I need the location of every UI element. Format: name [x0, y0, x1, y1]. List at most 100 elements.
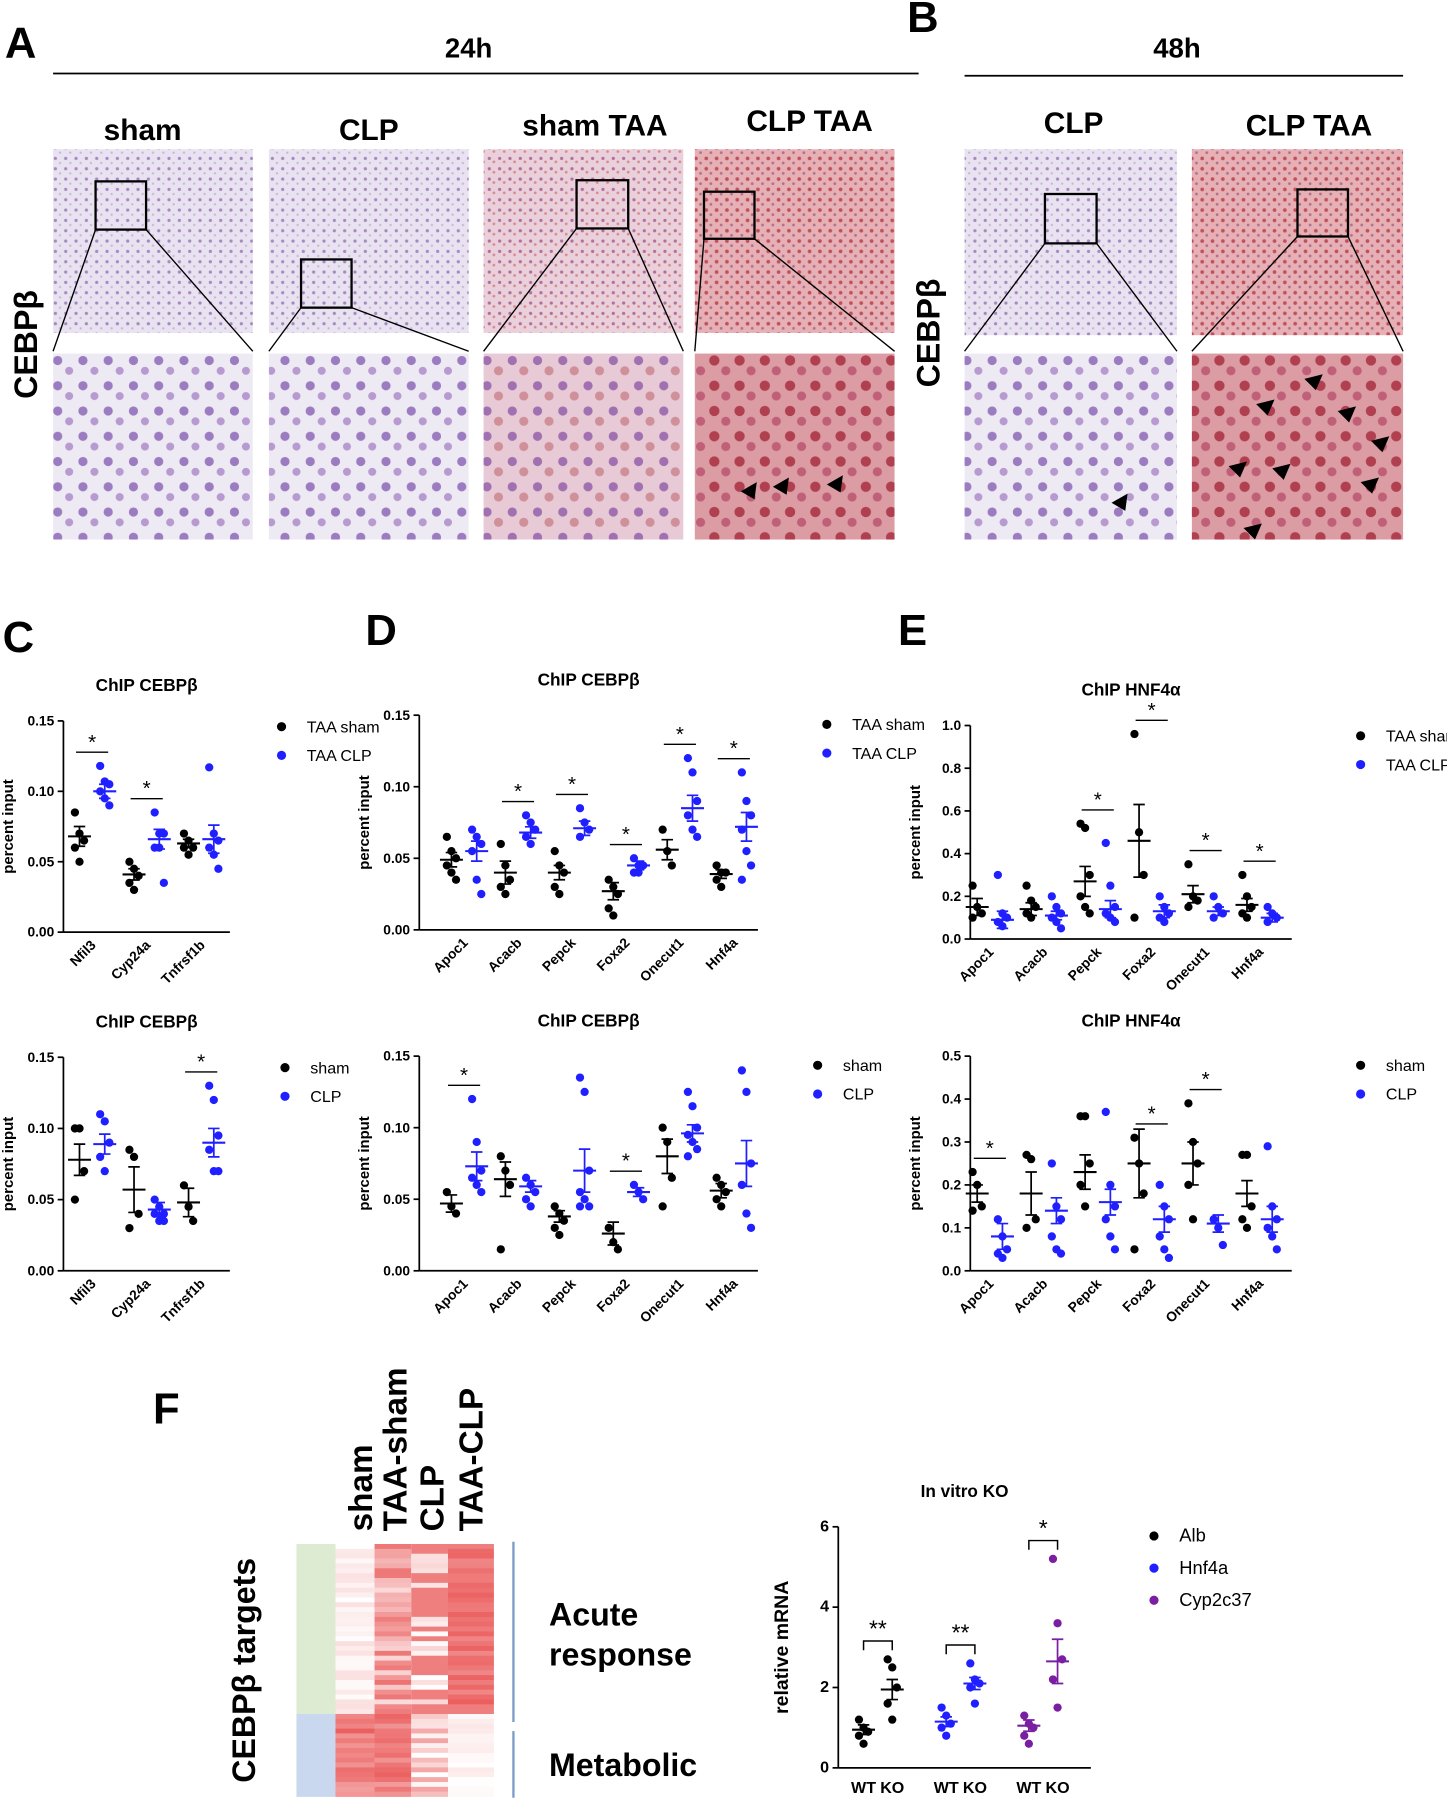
heatmap-cell — [411, 1592, 448, 1598]
panel-label: C — [3, 614, 34, 662]
heatmap-cell — [411, 1733, 448, 1739]
heatmap-cell — [335, 1675, 375, 1681]
heatmap-cell — [411, 1636, 448, 1642]
heatmap-cell — [335, 1655, 375, 1661]
legend-marker — [822, 748, 832, 758]
micrograph — [694, 353, 895, 540]
data-point — [70, 1195, 80, 1204]
error-bar — [445, 1194, 458, 1213]
heatmap-gene-cell — [296, 1582, 336, 1589]
error-bar — [208, 1127, 220, 1158]
heatmap-cell — [335, 1611, 375, 1618]
chart-title: ChIP HNF4α — [1081, 680, 1181, 700]
heatmap-cell — [411, 1762, 448, 1768]
data-point — [477, 1166, 486, 1175]
data-point — [501, 889, 510, 899]
heatmap-cell — [335, 1743, 375, 1749]
legend-marker — [280, 1063, 290, 1073]
heatmap-cell — [411, 1650, 448, 1657]
data-point — [526, 818, 535, 827]
y-tick-label: 0.05 — [383, 1192, 410, 1207]
heatmap-cell — [447, 1689, 494, 1695]
legend-label: Cyp2c37 — [1179, 1589, 1251, 1610]
heatmap-cell — [335, 1592, 375, 1598]
heatmap-cell — [335, 1548, 375, 1555]
chart-title: ChIP CEBPβ — [96, 675, 198, 695]
data-point — [604, 1223, 613, 1232]
heatmap-gene-cell — [296, 1621, 336, 1627]
x-tick-label: Onecut1 — [637, 1276, 687, 1326]
data-point — [609, 911, 618, 920]
y-tick-label: 0.8 — [942, 761, 961, 776]
data-point — [746, 861, 756, 870]
data-point — [550, 882, 559, 892]
data-point — [467, 825, 477, 834]
x-tick-label: Hnf4a — [1229, 1276, 1267, 1314]
data-point — [854, 1715, 864, 1724]
data-point — [79, 836, 89, 845]
data-point — [977, 1202, 986, 1211]
data-point — [1130, 729, 1139, 739]
x-tick-label: Nfil3 — [67, 1276, 99, 1308]
data-point — [521, 811, 531, 820]
heatmap-cell — [374, 1587, 412, 1593]
heatmap-cell — [411, 1621, 448, 1627]
data-point — [1263, 902, 1272, 912]
data-point — [472, 832, 481, 841]
y-tick-label: 0.15 — [383, 1049, 410, 1064]
heatmap-gene-cell — [296, 1607, 336, 1613]
heatmap-cell — [335, 1563, 375, 1569]
heatmap-cell — [335, 1568, 375, 1574]
zoom-box — [702, 190, 756, 240]
data-point — [79, 1167, 89, 1176]
chart-title: ChIP HNF4α — [1081, 1010, 1181, 1030]
data-point — [1110, 917, 1120, 927]
data-point — [1110, 1245, 1120, 1254]
heatmap-cell — [447, 1544, 494, 1550]
panel-label: A — [5, 19, 36, 67]
chart: ChIP HNF4α percent input 0.0 0.1 0.2 0.3 0.4 0.… — [907, 1010, 1425, 1325]
x-tick-label: KO — [963, 1779, 987, 1797]
data-point — [1106, 1180, 1115, 1190]
y-tick-label: 0.15 — [27, 1050, 54, 1065]
data-point — [658, 825, 667, 834]
error-bar — [1158, 1205, 1171, 1234]
heatmap-cell — [374, 1772, 412, 1778]
data-point — [888, 1715, 897, 1724]
data-point — [105, 801, 114, 810]
y-axis-label: relative mRNA — [771, 1581, 793, 1714]
heatmap-cell — [374, 1655, 412, 1661]
heatmap-gene-cell — [296, 1616, 336, 1623]
y-tick-label: 0.2 — [942, 889, 961, 904]
error-bar — [632, 860, 645, 871]
x-tick-label: Pepck — [1065, 944, 1105, 984]
y-tick-label: 0.05 — [27, 854, 54, 869]
heatmap-cell — [335, 1723, 375, 1729]
heatmap-column-label: TAA-sham — [378, 1367, 415, 1531]
error-bar — [1212, 906, 1225, 917]
legend-marker — [1149, 1531, 1159, 1541]
data-point — [100, 1117, 109, 1126]
data-point — [993, 870, 1002, 880]
heatmap-gene-cell — [296, 1660, 336, 1666]
y-tick-label: 2 — [820, 1678, 829, 1696]
time-label: 24h — [445, 32, 492, 63]
heatmap-cell — [335, 1699, 375, 1705]
data-point — [1085, 870, 1094, 880]
data-point — [1085, 1159, 1094, 1168]
heatmap-cell — [374, 1689, 412, 1695]
heatmap-cell — [335, 1650, 375, 1657]
error-bar — [182, 1187, 195, 1218]
heatmap-cell — [374, 1747, 412, 1754]
data-point — [688, 768, 697, 777]
data-point — [1056, 924, 1066, 933]
heatmap-cell — [335, 1684, 375, 1691]
significance-label: * — [1256, 840, 1264, 863]
heatmap-cell — [411, 1641, 448, 1647]
heatmap-cell — [447, 1679, 494, 1686]
data-point — [1047, 1159, 1056, 1168]
x-tick-label: WT — [1016, 1779, 1041, 1797]
heatmap-gene-cell — [296, 1723, 336, 1729]
significance-label: * — [1094, 789, 1102, 812]
heatmap-cell — [374, 1675, 412, 1681]
